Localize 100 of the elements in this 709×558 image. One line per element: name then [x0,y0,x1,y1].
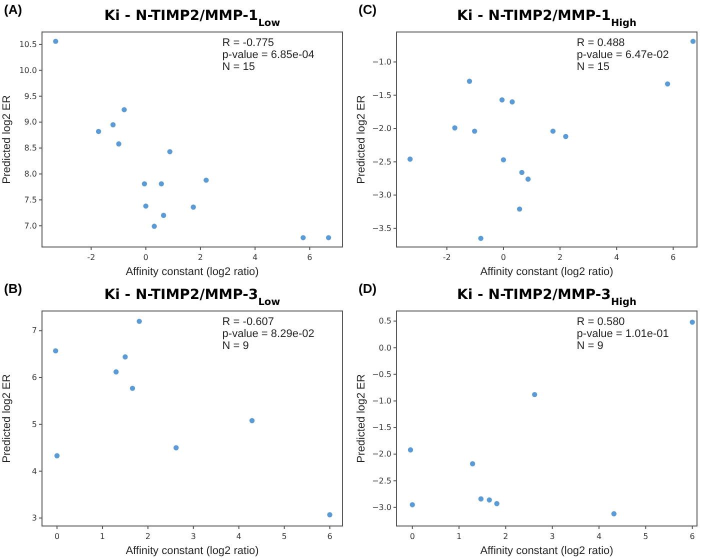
y-axis-title: Predicted log2 ER [356,95,368,184]
x-tick-label: -2 [87,253,96,262]
point [466,78,472,84]
y-axis-title: Predicted log2 ER [356,374,368,463]
point [500,157,506,162]
x-axis-title: Affinity constant (log2 ratio) [480,266,614,278]
point [611,511,617,516]
y-tick-label: −1.5 [372,423,392,432]
point [510,99,515,104]
point [472,128,478,134]
point [664,81,670,87]
annotation: N = 15 [222,61,256,73]
annotation: R = 0.488 [576,37,625,49]
x-tick-label: 2 [503,532,508,541]
y-tick-label: 6 [32,373,37,382]
y-tick-label: 0.0 [378,343,392,352]
point [167,149,172,154]
point [300,235,306,240]
point [486,497,492,503]
x-tick-label: 5 [282,532,287,541]
x-tick-label: 5 [643,532,648,541]
x-tick-label: 6 [327,532,332,541]
point [114,369,119,374]
point [190,204,196,210]
point [53,348,58,354]
y-tick-label: −3.5 [372,224,392,233]
point [158,181,164,186]
x-tick-label: 4 [252,253,258,262]
point [563,134,568,140]
x-axis-title: Affinity constant (log2 ratio) [126,545,259,557]
y-tick-label: 3 [32,514,37,523]
point [499,97,505,102]
annotation: p-value = 1.01e-01 [576,328,669,340]
annotation: p-value = 6.85e-04 [222,49,314,61]
x-axis-title: Affinity constant (log2 ratio) [480,545,614,557]
annotation: N = 15 [576,61,610,73]
y-tick-label: 8.0 [24,170,37,179]
point [516,206,522,212]
point [116,141,122,147]
x-tick-label: 1 [456,532,462,541]
y-tick-label: −0.5 [372,370,392,379]
text: (A) [4,2,22,17]
point [452,125,458,130]
y-tick-label: −2.5 [372,157,392,166]
y-tick-label: 7 [32,326,37,336]
point [408,447,414,452]
point [690,320,695,325]
y-tick-label: −2.0 [372,124,392,134]
point [532,392,538,398]
x-tick-label: 0 [54,532,60,541]
x-tick-label: 6 [690,532,695,541]
chart-title: Ki - N-TIMP2/MMP-3$_{High}$ [457,287,637,308]
annotation: R = -0.775 [222,37,274,49]
y-tick-label: −1.0 [372,396,392,406]
y-tick-label: 9.5 [24,92,37,101]
chart-title: Ki - N-TIMP2/MMP-1$_{Low}$ [104,8,280,28]
y-tick-label: −3.0 [372,502,392,512]
text: (B) [4,281,22,296]
y-tick-label: 8.5 [24,144,37,153]
chart-title: Ki - N-TIMP2/MMP-1$_{High}$ [457,8,637,28]
point [122,354,128,360]
y-tick-label: −1.5 [372,90,392,100]
annotation: N = 9 [222,340,249,352]
point [327,512,332,518]
x-tick-label: 4 [596,532,602,541]
x-tick-label: 3 [550,532,555,541]
y-tick-label: −3.0 [372,190,392,200]
x-tick-label: 0 [143,253,148,262]
y-axis-title: Predicted log2 ER [1,95,13,184]
x-axis-title: Affinity constant (log2 ratio) [126,266,259,278]
point [152,224,157,229]
point [690,38,696,44]
point [470,461,476,466]
y-axis-title: Predicted log2 ER [1,374,13,463]
annotation: p-value = 8.29e-02 [222,328,314,340]
point [410,502,415,508]
point [143,203,148,209]
point [407,156,413,162]
y-tick-label: 7.0 [24,221,37,230]
y-tick-label: 10.0 [19,66,37,75]
x-tick-label: 6 [670,253,676,262]
x-tick-label: -2 [442,253,451,262]
point [53,38,58,44]
point [96,128,102,134]
point [136,318,142,324]
annotation: R = -0.607 [222,316,274,328]
point [160,212,166,218]
y-tick-label: −1.0 [372,58,392,67]
point [550,128,556,134]
point [478,496,484,502]
x-tick-label: 2 [145,532,150,541]
y-tick-label: 10.5 [19,40,37,49]
x-tick-label: 1 [100,532,106,541]
text: (C) [358,2,377,17]
point [326,235,332,240]
y-tick-label: 5 [32,420,37,429]
point [110,122,116,128]
point [204,178,209,183]
annotation: N = 9 [576,340,604,352]
y-tick-label: 0.5 [378,316,392,326]
